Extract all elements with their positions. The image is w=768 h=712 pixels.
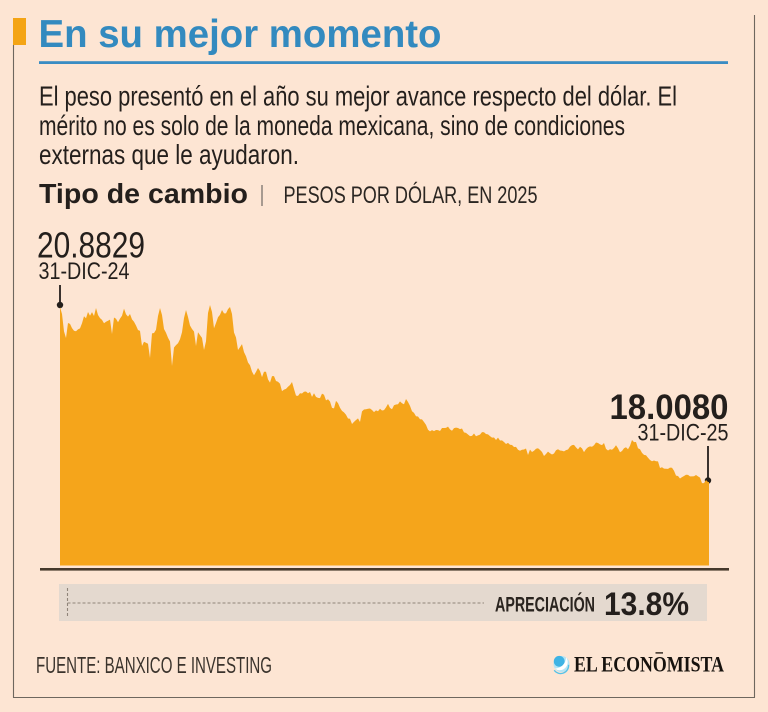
svg-text:Tipo de cambio: Tipo de cambio: [39, 178, 248, 209]
svg-text:18.0080: 18.0080: [610, 388, 729, 427]
svg-text:externas que le ayudaron.: externas que le ayudaron.: [39, 139, 299, 170]
svg-text:En su mejor momento: En su mejor momento: [39, 13, 442, 56]
svg-text:31-DIC-25: 31-DIC-25: [638, 420, 729, 447]
svg-text:El peso presentó en el año su: El peso presentó en el año su mejor avan…: [39, 81, 677, 112]
svg-text:APRECIACIÓN: APRECIACIÓN: [495, 592, 595, 617]
svg-text:13.8%: 13.8%: [604, 586, 689, 622]
svg-text:FUENTE: BANXICO E INVESTING: FUENTE: BANXICO E INVESTING: [36, 652, 272, 678]
svg-text:PESOS POR DÓLAR, EN 2025: PESOS POR DÓLAR, EN 2025: [284, 182, 538, 209]
svg-text:EL ECONOMISTA: EL ECONOMISTA: [574, 652, 725, 677]
svg-text:20.8829: 20.8829: [37, 225, 145, 266]
svg-text:mérito no es solo de la moneda: mérito no es solo de la moneda mexicana,…: [39, 110, 625, 141]
svg-text:31-DIC-24: 31-DIC-24: [39, 258, 130, 285]
